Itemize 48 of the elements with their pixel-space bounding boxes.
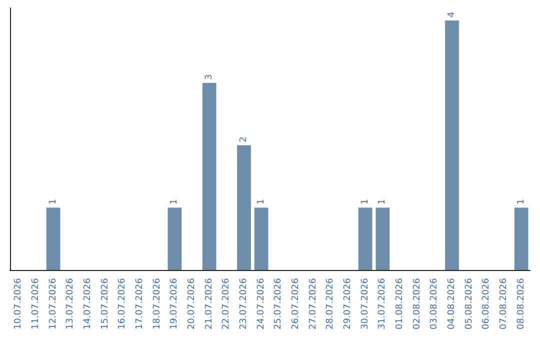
x-tick-label: 12.07.2026 — [48, 278, 58, 330]
x-tick-label: 26.07.2026 — [291, 278, 301, 330]
x-tick-label: 21.07.2026 — [204, 278, 214, 330]
data-label: 2 — [239, 136, 249, 142]
x-tick-label: 13.07.2026 — [66, 278, 76, 330]
data-label: 1 — [170, 198, 180, 205]
bar — [202, 82, 216, 270]
x-tick-label: 11.07.2026 — [31, 278, 41, 330]
bar — [254, 208, 268, 270]
data-label: 4 — [447, 11, 457, 18]
data-label: 1 — [256, 198, 266, 205]
bar — [376, 208, 390, 270]
data-label: 1 — [516, 198, 526, 205]
x-tick-label: 04.08.2026 — [447, 278, 457, 330]
x-tick-label: 06.08.2026 — [482, 278, 492, 330]
data-label: 1 — [378, 198, 388, 205]
bar — [445, 20, 459, 270]
x-tick-label: 02.08.2026 — [412, 278, 422, 330]
bar — [168, 208, 182, 270]
x-tick-label: 05.08.2026 — [464, 278, 474, 330]
x-tick-label: 17.07.2026 — [135, 278, 145, 330]
data-label: 3 — [204, 74, 214, 80]
x-tick-label: 20.07.2026 — [187, 278, 197, 330]
x-tick-label: 25.07.2026 — [274, 278, 284, 330]
bar — [358, 208, 372, 270]
x-tick-label: 18.07.2026 — [152, 278, 162, 330]
x-tick-label: 16.07.2026 — [118, 278, 128, 330]
x-tick-label: 30.07.2026 — [360, 278, 370, 330]
x-tick-label: 24.07.2026 — [256, 278, 266, 330]
x-tick-label: 03.08.2026 — [430, 278, 440, 330]
bar — [46, 208, 60, 270]
x-tick-label: 15.07.2026 — [100, 278, 110, 330]
x-tick-label: 14.07.2026 — [83, 278, 93, 330]
x-tick-label: 22.07.2026 — [222, 278, 232, 330]
x-tick-label: 08.08.2026 — [516, 278, 526, 330]
data-label: 1 — [48, 198, 58, 205]
data-label: 1 — [360, 198, 370, 205]
x-tick-label: 28.07.2026 — [326, 278, 336, 330]
x-tick-label: 10.07.2026 — [14, 278, 24, 330]
bar — [514, 208, 528, 270]
x-tick-label: 19.07.2026 — [170, 278, 180, 330]
bar — [237, 145, 251, 270]
x-tick-label: 07.08.2026 — [499, 278, 509, 330]
x-tick-label: 23.07.2026 — [239, 278, 249, 330]
x-tick-label: 29.07.2026 — [343, 278, 353, 330]
x-tick-label: 27.07.2026 — [308, 278, 318, 330]
x-tick-label: 01.08.2026 — [395, 278, 405, 330]
x-tick-label: 31.07.2026 — [378, 278, 388, 330]
